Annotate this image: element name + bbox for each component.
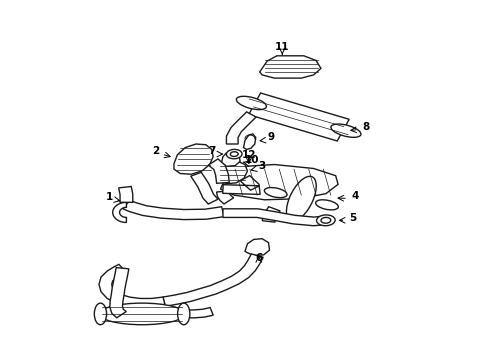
Polygon shape xyxy=(216,161,247,184)
Polygon shape xyxy=(123,200,224,220)
Polygon shape xyxy=(223,209,327,226)
Text: 8: 8 xyxy=(363,122,370,132)
Polygon shape xyxy=(220,165,338,200)
Polygon shape xyxy=(260,56,321,78)
Ellipse shape xyxy=(236,96,267,109)
Polygon shape xyxy=(191,172,218,204)
Polygon shape xyxy=(174,144,213,174)
Ellipse shape xyxy=(99,303,185,325)
Polygon shape xyxy=(99,264,165,308)
Text: 5: 5 xyxy=(349,213,356,223)
Ellipse shape xyxy=(321,217,331,223)
Ellipse shape xyxy=(177,303,190,325)
Ellipse shape xyxy=(230,152,238,157)
Ellipse shape xyxy=(316,200,338,210)
Polygon shape xyxy=(217,191,234,204)
Polygon shape xyxy=(208,159,229,183)
Polygon shape xyxy=(119,186,133,202)
Text: 1: 1 xyxy=(105,192,113,202)
Polygon shape xyxy=(226,112,256,144)
Text: 10: 10 xyxy=(245,156,260,166)
Ellipse shape xyxy=(317,215,335,226)
Polygon shape xyxy=(163,254,263,306)
Ellipse shape xyxy=(287,176,316,221)
Text: 2: 2 xyxy=(152,146,159,156)
Polygon shape xyxy=(244,134,256,149)
Polygon shape xyxy=(110,267,129,318)
Text: 7: 7 xyxy=(208,146,216,156)
Polygon shape xyxy=(248,93,349,141)
Text: 3: 3 xyxy=(259,161,266,171)
Ellipse shape xyxy=(94,303,106,325)
Polygon shape xyxy=(221,152,240,166)
Text: 9: 9 xyxy=(267,132,274,143)
Ellipse shape xyxy=(331,124,361,137)
Ellipse shape xyxy=(226,149,242,159)
Polygon shape xyxy=(184,307,213,318)
Polygon shape xyxy=(262,207,280,222)
Polygon shape xyxy=(113,202,126,222)
Text: 6: 6 xyxy=(255,253,262,263)
Text: 4: 4 xyxy=(352,191,359,201)
Ellipse shape xyxy=(265,188,287,198)
Text: 11: 11 xyxy=(275,42,290,52)
Polygon shape xyxy=(223,176,260,194)
Polygon shape xyxy=(245,239,270,256)
Text: 12: 12 xyxy=(242,150,256,161)
